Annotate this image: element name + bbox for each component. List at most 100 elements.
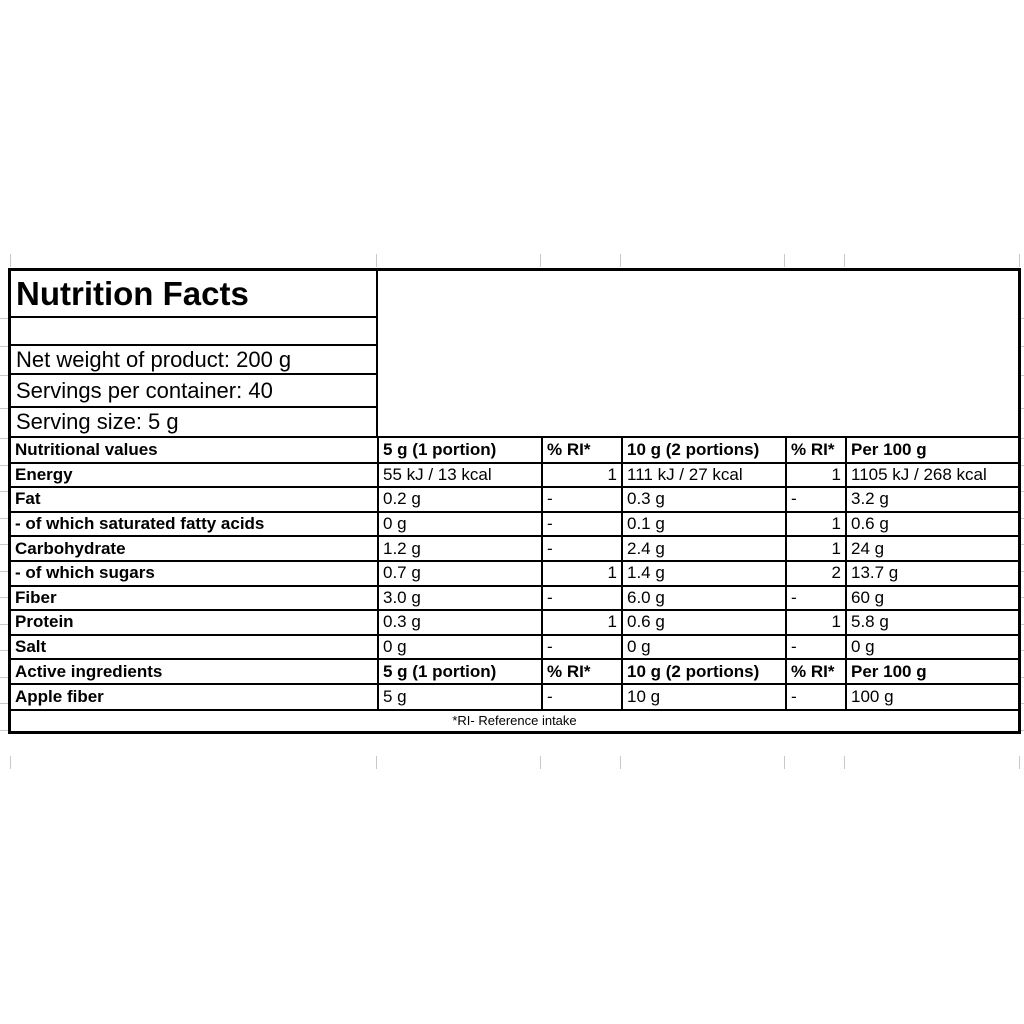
gridline-stub — [1021, 571, 1024, 572]
row-label-cell: Salt — [10, 633, 379, 661]
value-cell: 1 — [785, 510, 847, 538]
servings-per-container-text: Servings per container: 40 — [11, 375, 376, 408]
gridline-stub — [1021, 408, 1024, 409]
gridline-stub — [0, 650, 8, 651]
gridline-stub — [1021, 518, 1024, 519]
value-cell: 5.8 g — [845, 609, 1019, 636]
row-label-header-cell: Active ingredients — [10, 658, 379, 685]
gridline-stub — [0, 465, 8, 466]
table-header-row: Active ingredients 5 g (1 portion)% RI* 10… — [10, 658, 1019, 685]
gridline-stub — [1019, 756, 1020, 769]
gridline-stub — [0, 544, 8, 545]
value-cell: 0.6 g — [845, 510, 1019, 538]
column-header-cell: 5 g (1 portion) — [377, 437, 543, 464]
serving-size-text: Serving size: 5 g — [16, 409, 179, 434]
value-cell: 2 — [785, 559, 847, 587]
column-header-cell: Per 100 g — [845, 658, 1019, 685]
gridline-stub — [0, 491, 8, 492]
value-cell: 6.0 g — [621, 584, 787, 612]
value-cell: 5 g — [377, 682, 543, 710]
value-cell: 1 — [541, 609, 623, 636]
footnote: *RI- Reference intake — [11, 708, 1018, 731]
gridline-stub — [1021, 730, 1024, 731]
value-cell: 1 — [785, 535, 847, 562]
value-cell: - — [785, 584, 847, 612]
gridline-stub — [1021, 703, 1024, 704]
gridline-stub — [844, 756, 845, 769]
nutrition-facts-title: Nutrition Facts — [11, 271, 376, 318]
net-weight-text: Net weight of product: 200 g — [11, 346, 376, 375]
table-row: Energy 55 kJ / 13 kcal 1 111 kJ / 27 kcal 1 1… — [10, 461, 1019, 489]
gridline-stub — [1021, 465, 1024, 466]
gridline-stub — [1021, 624, 1024, 625]
value-cell: 13.7 g — [845, 559, 1019, 587]
value-cell: - — [541, 682, 623, 710]
value-cell: - — [785, 486, 847, 513]
column-header-cell: 10 g (2 portions) — [621, 658, 787, 685]
column-header-cell: % RI* — [541, 658, 623, 685]
value-cell: 10 g — [621, 682, 787, 710]
gridline-stub — [1021, 677, 1024, 678]
value-cell: 0 g — [621, 633, 787, 661]
gridline-stub — [620, 254, 621, 267]
gridline-stub — [1021, 597, 1024, 598]
value-cell: 1105 kJ / 268 kcal — [845, 461, 1019, 489]
value-cell: 0 g — [377, 633, 543, 661]
gridline-stub — [0, 624, 8, 625]
table-row: Fiber 3.0 g -6.0 g -60 g — [10, 584, 1019, 612]
column-header-cell: % RI* — [785, 658, 847, 685]
value-cell: 3.0 g — [377, 584, 543, 612]
gridline-stub — [540, 756, 541, 769]
nutritional-values-table: Nutritional values 5 g (1 portion)% RI* 10… — [10, 437, 1019, 710]
value-cell: - — [541, 535, 623, 562]
value-cell: - — [785, 633, 847, 661]
gridline-stub — [1021, 544, 1024, 545]
nutrition-facts-table: Nutrition Facts Net weight of product: 2… — [8, 268, 1021, 734]
value-cell: 60 g — [845, 584, 1019, 612]
gridline-stub — [784, 254, 785, 267]
gridline-stub — [10, 756, 11, 769]
gridline-stub — [0, 408, 8, 409]
value-cell: 1 — [541, 461, 623, 489]
row-label-cell: Apple fiber — [10, 682, 379, 710]
empty-header-area — [378, 271, 1018, 436]
table-row: Protein 0.3 g 1 0.6 g 1 5.8 g — [10, 609, 1019, 636]
value-cell: 1.2 g — [377, 535, 543, 562]
gridline-stub — [0, 438, 8, 439]
value-cell: 0.7 g — [377, 559, 543, 587]
value-cell: - — [541, 633, 623, 661]
column-header-cell: Per 100 g — [845, 437, 1019, 464]
gridline-stub — [0, 597, 8, 598]
blank-row — [11, 318, 376, 346]
value-cell: 0.1 g — [621, 510, 787, 538]
row-label-header-cell: Nutritional values — [10, 437, 379, 464]
gridline-stub — [0, 571, 8, 572]
value-cell: 0.3 g — [621, 486, 787, 513]
value-cell: 1.4 g — [621, 559, 787, 587]
gridline-stub — [0, 703, 8, 704]
value-cell: 0.2 g — [377, 486, 543, 513]
table-row: Carbohydrate 1.2 g -2.4 g 1 24 g — [10, 535, 1019, 562]
row-label-cell: Fat — [10, 486, 379, 513]
gridline-stub — [0, 318, 8, 319]
gridline-stub — [0, 346, 8, 347]
column-header-cell: 10 g (2 portions) — [621, 437, 787, 464]
value-cell: 0.6 g — [621, 609, 787, 636]
row-label-cell: Protein — [10, 609, 379, 636]
gridline-stub — [1021, 318, 1024, 319]
value-cell: 100 g — [845, 682, 1019, 710]
row-label-cell: Fiber — [10, 584, 379, 612]
value-cell: 1 — [541, 559, 623, 587]
table-row: - of which sugars 0.7 g 1 1.4 g 2 13.7 g — [10, 559, 1019, 587]
value-cell: - — [541, 584, 623, 612]
value-cell: 3.2 g — [845, 486, 1019, 513]
gridline-stub — [0, 730, 8, 731]
row-label-cell: Energy — [10, 461, 379, 489]
column-header-cell: % RI* — [541, 437, 623, 464]
gridline-stub — [620, 756, 621, 769]
gridline-stub — [540, 254, 541, 267]
value-cell: 1 — [785, 609, 847, 636]
gridline-stub — [1021, 650, 1024, 651]
value-cell: 24 g — [845, 535, 1019, 562]
gridline-stub — [10, 254, 11, 267]
